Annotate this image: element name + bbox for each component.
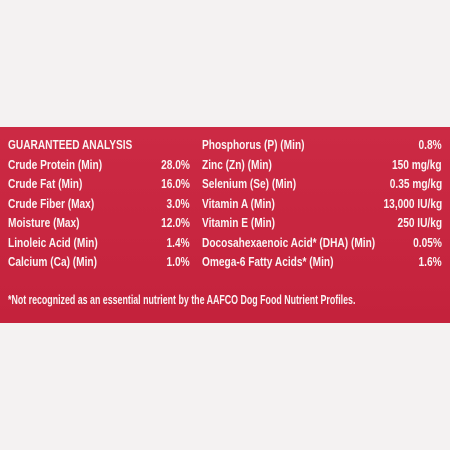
row-label: Crude Fiber (Max) [8,195,95,211]
row-label: Linoleic Acid (Min) [8,234,98,250]
panel-title: GUARANTEED ANALYSIS [8,137,133,152]
row-value: 250 IU/kg [397,215,442,230]
row-value: 13,000 IU/kg [383,195,442,211]
row-label: Phosphorus (P) (Min) [202,137,305,152]
row-label: Vitamin E (Min) [202,215,276,230]
row-value: 1.6% [418,254,442,269]
row-label: Vitamin A (Min) [202,195,275,211]
row-label: Docosahexaenoic Acid* (DHA) (Min) [202,234,376,250]
row-value: 16.0% [161,176,190,191]
row-label: Calcium (Ca) (Min) [8,254,98,269]
row-value: 1.4% [166,234,190,250]
row-label: Crude Protein (Min) [8,156,103,172]
row-label: Zinc (Zn) (Min) [202,156,272,172]
footnote: *Not recognized as an essential nutrient… [8,292,356,307]
row-label: Omega-6 Fatty Acids* (Min) [202,254,334,269]
row-value: 0.35 mg/kg [389,176,442,191]
row-value: 150 mg/kg [392,156,442,172]
row-value: 0.8% [418,137,442,152]
row-value: 0.05% [413,234,442,250]
row-label: Selenium (Se) (Min) [202,176,297,191]
row-label: Moisture (Max) [8,215,80,230]
row-value: 28.0% [161,156,190,172]
analysis-panel: GUARANTEED ANALYSIS *Not recognized as a… [0,127,450,323]
row-value: 12.0% [161,215,190,230]
row-value: 1.0% [166,254,190,269]
row-value: 3.0% [166,195,190,211]
row-label: Crude Fat (Min) [8,176,83,191]
